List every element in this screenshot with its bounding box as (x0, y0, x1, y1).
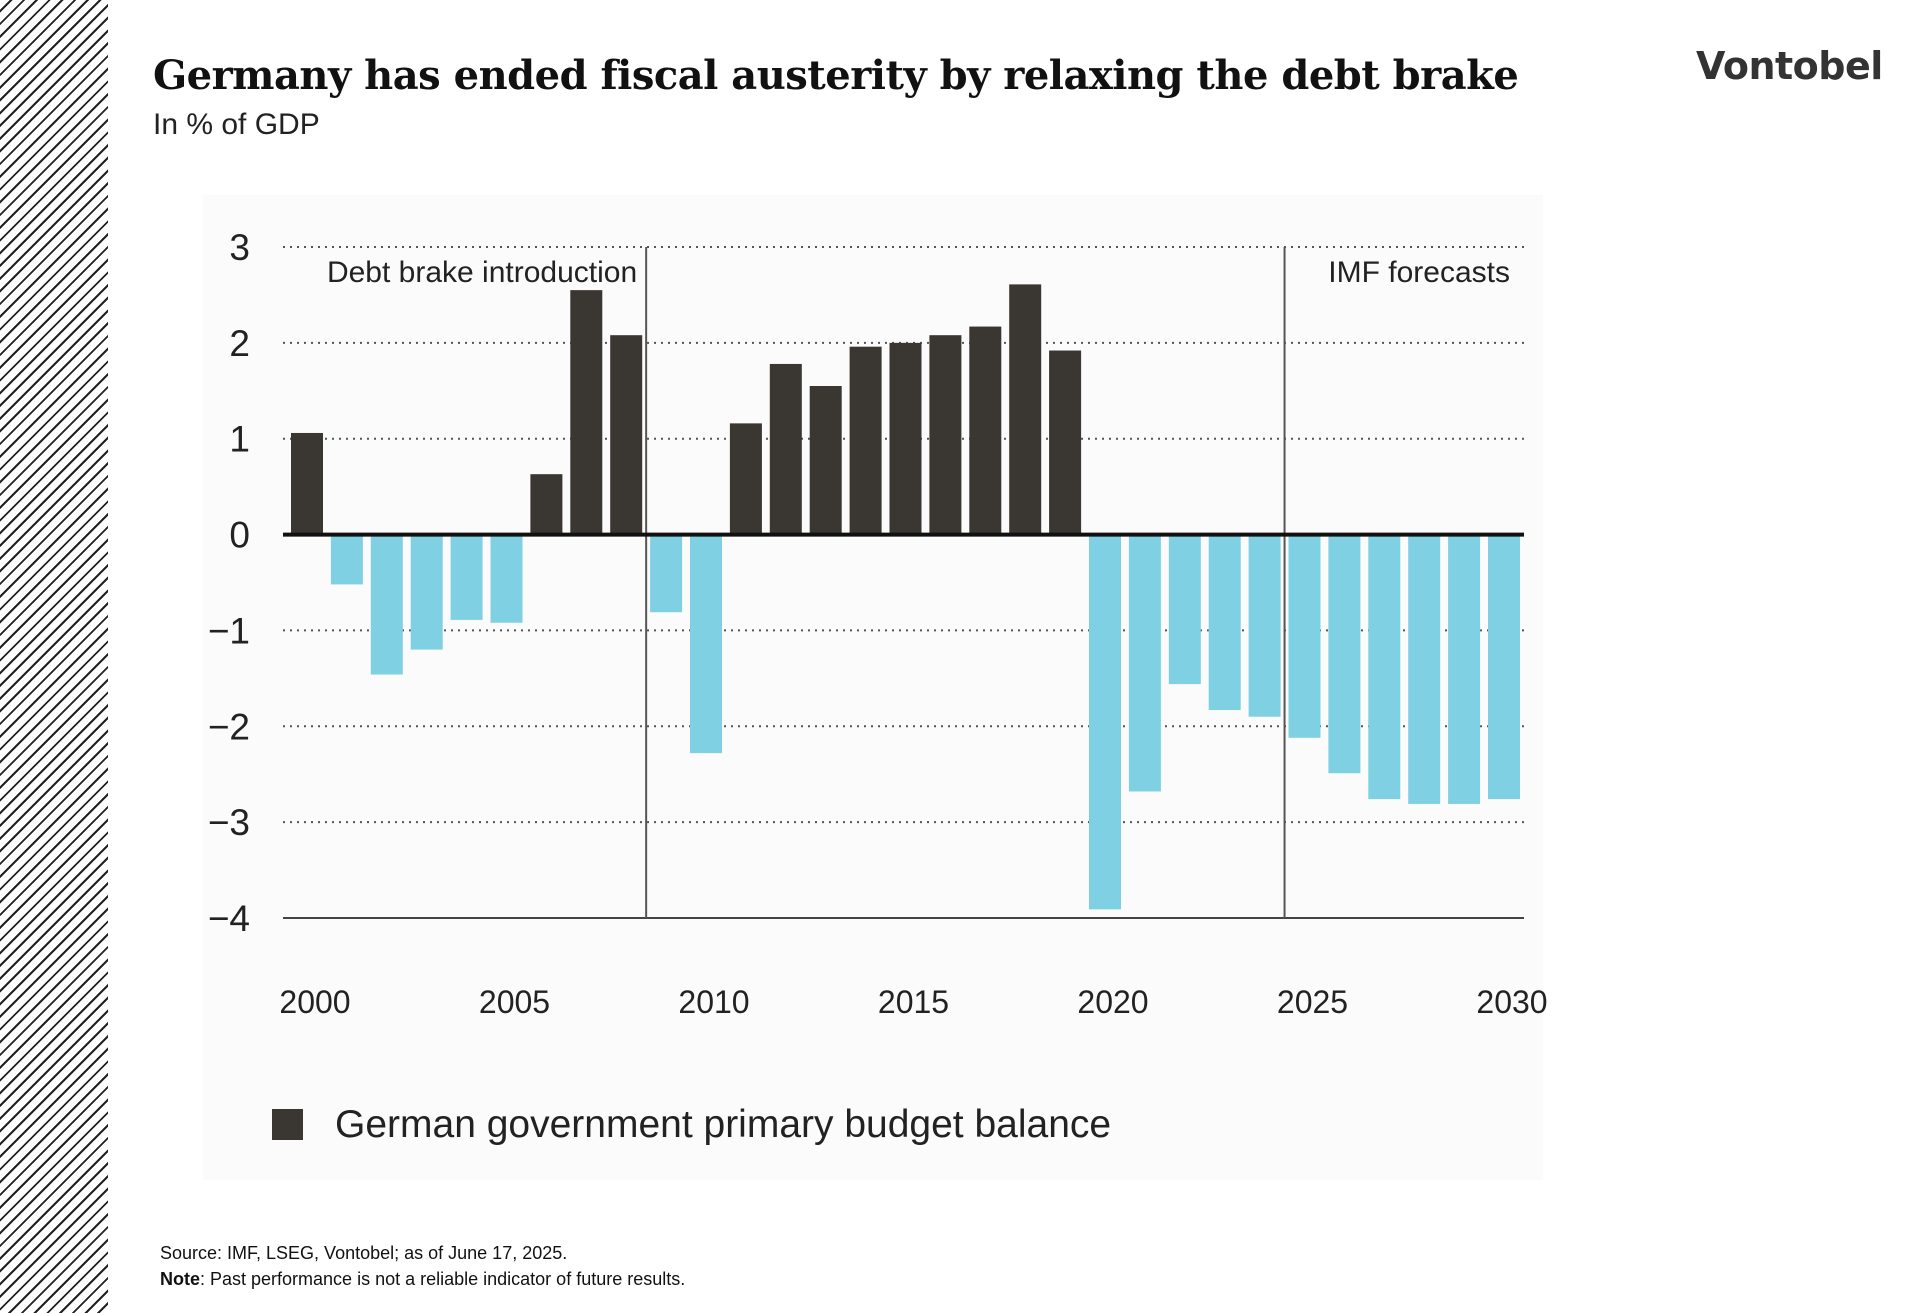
bar-2007 (570, 290, 603, 535)
bar-2024 (1248, 534, 1281, 717)
chart-subtitle: In % of GDP (153, 108, 320, 141)
note-label: Note (160, 1269, 200, 1289)
bar-2008 (610, 335, 643, 535)
bar-2005 (490, 534, 523, 623)
note-text: Note: Past performance is not a reliable… (160, 1266, 685, 1292)
footer: Source: IMF, LSEG, Vontobel; as of June … (160, 1240, 685, 1292)
bar-2017 (969, 326, 1002, 535)
bar-2016 (929, 335, 962, 535)
bar-2002 (370, 534, 403, 675)
x-tick-label: 2020 (1077, 984, 1148, 1020)
bar-2018 (1009, 284, 1042, 535)
bar-2026 (1328, 534, 1361, 774)
bar-2030 (1488, 534, 1520, 800)
bar-2023 (1208, 534, 1241, 710)
y-tick-label: 2 (229, 323, 250, 364)
source-text: Source: IMF, LSEG, Vontobel; as of June … (160, 1243, 568, 1263)
legend-swatch (272, 1109, 303, 1140)
bar-2004 (450, 534, 483, 620)
bar-2009 (650, 534, 683, 613)
bar-2021 (1128, 534, 1161, 792)
bar-2028 (1408, 534, 1441, 804)
y-tick-label: −2 (208, 706, 250, 747)
y-tick-label: 0 (229, 515, 250, 556)
bar-2011 (729, 423, 762, 535)
bar-2027 (1368, 534, 1401, 800)
legend-label: German government primary budget balance (335, 1103, 1111, 1146)
bar-2010 (690, 534, 722, 754)
bar-2006 (530, 474, 563, 535)
bar-2000 (291, 432, 323, 535)
hatched-side-strip (0, 0, 108, 1313)
bar-2014 (849, 346, 882, 535)
y-tick-label: −4 (208, 898, 250, 939)
bar-2003 (410, 534, 443, 650)
annotation-label: Debt brake introduction (327, 256, 637, 289)
bar-2001 (330, 534, 363, 585)
bar-2015 (889, 342, 922, 535)
bar-2022 (1168, 534, 1201, 685)
x-tick-label: 2005 (479, 984, 550, 1020)
bar-2029 (1448, 534, 1481, 804)
note-body: : Past performance is not a reliable ind… (200, 1269, 686, 1289)
bar-2012 (769, 363, 802, 535)
bar-2025 (1288, 534, 1321, 738)
bar-2020 (1089, 534, 1121, 910)
vontobel-logo: Vontobel (1696, 44, 1883, 88)
bar-2019 (1049, 350, 1082, 535)
chart-title: Germany has ended fiscal austerity by re… (153, 52, 1519, 99)
y-tick-label: −3 (208, 802, 250, 843)
x-tick-label: 2010 (678, 984, 749, 1020)
y-tick-label: 1 (229, 419, 250, 460)
y-tick-label: 3 (229, 227, 250, 268)
x-tick-label: 2015 (878, 984, 949, 1020)
x-tick-label: 2000 (279, 984, 350, 1020)
bar-2013 (809, 385, 842, 535)
x-tick-label: 2030 (1476, 984, 1547, 1020)
x-tick-label: 2025 (1277, 984, 1348, 1020)
y-tick-label: −1 (208, 610, 250, 651)
annotation-label: IMF forecasts (1328, 256, 1510, 289)
